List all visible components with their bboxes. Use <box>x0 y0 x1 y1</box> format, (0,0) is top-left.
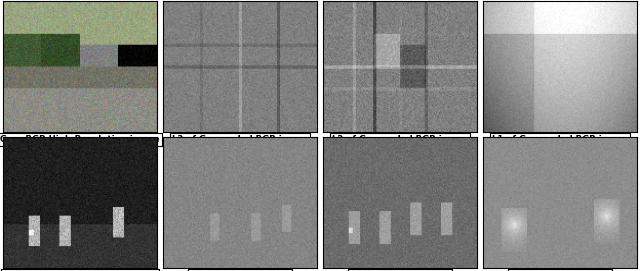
X-axis label: Gray RGB High-Resolution image: Gray RGB High-Resolution image <box>1 135 160 144</box>
X-axis label: L2 of Grayscaled RGB image: L2 of Grayscaled RGB image <box>332 135 468 144</box>
X-axis label: L1 of Grayscaled RGB image: L1 of Grayscaled RGB image <box>492 135 628 144</box>
X-axis label: L3 of Grayscaled RGB image: L3 of Grayscaled RGB image <box>172 135 308 144</box>
